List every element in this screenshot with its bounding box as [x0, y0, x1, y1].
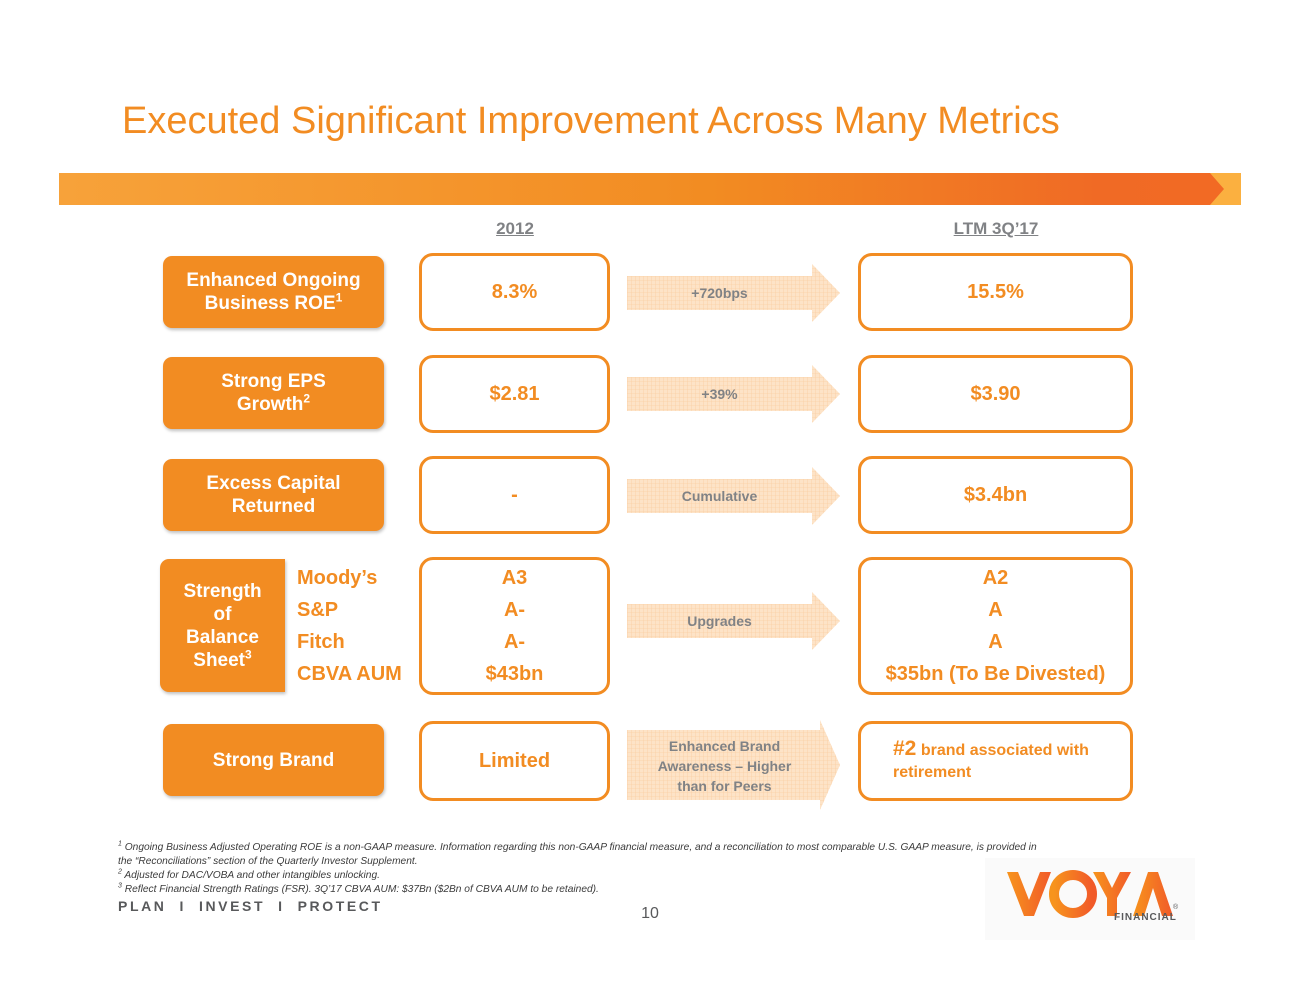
value-2012-roe: 8.3%	[419, 253, 610, 331]
value-2012-capital: -	[419, 456, 610, 534]
rating-agency-sp: S&P	[297, 599, 339, 621]
footnote-text: Adjusted for DAC/VOBA and other intangib…	[124, 870, 380, 881]
label-line: Enhanced Ongoing	[186, 270, 361, 291]
rating-agency-cbva: CBVA AUM	[297, 663, 402, 685]
label-line: Business ROE	[204, 293, 336, 314]
metric-label-brand: Strong Brand	[163, 724, 384, 796]
footnote-text: Reflect Financial Strength Ratings (FSR)…	[124, 884, 599, 895]
footnote-marker: 1	[335, 290, 343, 305]
value-2012-moodys: A3	[501, 567, 528, 589]
brand-rank: #2	[893, 737, 917, 760]
page-title: Executed Significant Improvement Across …	[122, 100, 1060, 142]
rating-agency-moodys: Moody’s	[297, 567, 378, 589]
page-number: 10	[641, 905, 659, 922]
brand-rank-text: brand associated with	[920, 742, 1089, 759]
value-ltm-moodys: A2	[982, 567, 1009, 589]
footnote-3: 3 Reflect Financial Strength Ratings (FS…	[118, 882, 599, 895]
arrow-label-line: than for Peers	[677, 778, 772, 794]
metric-label-capital: Excess Capital Returned	[163, 459, 384, 531]
value-2012-brand: Limited	[419, 721, 610, 801]
label-line: Excess Capital	[206, 473, 341, 494]
brand-rank-text-line2: retirement	[893, 764, 972, 781]
arrow-brand: Enhanced Brand Awareness – Higher than f…	[627, 720, 840, 810]
arrow-eps: +39%	[627, 365, 840, 423]
footnote-marker: 1	[118, 840, 122, 848]
value-2012-cbva: $43bn	[485, 663, 544, 685]
value-2012-fitch: A-	[503, 631, 526, 653]
header-band	[59, 173, 1241, 205]
value-ltm-brand: #2 brand associated with retirement	[858, 721, 1133, 801]
value-2012-balance-box	[419, 557, 610, 695]
footnote-marker: 2	[118, 868, 122, 876]
logo-registered: ®	[1173, 904, 1179, 911]
arrow-capital: Cumulative	[627, 467, 840, 525]
arrow-label: Upgrades	[687, 613, 752, 629]
value-ltm-capital: $3.4bn	[858, 456, 1133, 534]
label-line: Balance	[186, 626, 259, 648]
value-ltm-eps: $3.90	[858, 355, 1133, 433]
tagline: PLAN I INVEST I PROTECT	[118, 898, 383, 914]
arrow-label-line: Enhanced Brand	[668, 738, 781, 754]
band-chevron-accent	[1190, 173, 1241, 205]
value-2012-sp: A-	[503, 599, 526, 621]
value-2012-eps: $2.81	[419, 355, 610, 433]
column-header-ltm: LTM 3Q’17	[953, 219, 1039, 238]
value-ltm-fitch: A	[988, 631, 1003, 653]
arrow-label: +720bps	[691, 285, 748, 301]
arrow-roe: +720bps	[627, 264, 840, 322]
footnote-1-cont: the “Reconciliations” section of the Qua…	[118, 856, 418, 867]
metric-label-eps: Strong EPS Growth2	[163, 357, 384, 429]
footnote-marker: 3	[118, 882, 122, 890]
label-line: Returned	[231, 496, 316, 517]
footnote-marker: 2	[303, 391, 311, 406]
arrow-label-line: Awareness – Higher	[657, 758, 792, 774]
label-line: of	[213, 603, 232, 625]
footnote-text: Ongoing Business Adjusted Operating ROE …	[124, 842, 1037, 853]
voya-logo: FINANCIAL ®	[985, 858, 1195, 940]
arrow-label: Enhanced Brand Awareness – Higher than f…	[627, 736, 822, 796]
arrow-label: Cumulative	[681, 488, 758, 504]
footnote-1: 1 Ongoing Business Adjusted Operating RO…	[118, 840, 1037, 853]
rating-agency-fitch: Fitch	[297, 631, 345, 653]
footnote-marker: 3	[245, 647, 252, 662]
label-line: Growth	[236, 394, 304, 415]
metric-label-balance-sheet: Strength of Balance Sheet3	[160, 559, 285, 692]
value-ltm-roe: 15.5%	[858, 253, 1133, 331]
label-line: Strong EPS	[221, 371, 326, 392]
logo-subtitle: FINANCIAL	[1114, 912, 1177, 923]
footnote-2: 2 Adjusted for DAC/VOBA and other intang…	[118, 868, 380, 881]
metric-label-roe: Enhanced Ongoing Business ROE1	[163, 256, 384, 328]
label-line: Sheet	[193, 649, 246, 671]
label-line: Strength	[183, 580, 262, 602]
arrow-label: +39%	[701, 386, 738, 402]
value-ltm-sp: A	[988, 599, 1003, 621]
value-ltm-balance-box	[858, 557, 1133, 695]
value-ltm-cbva: $35bn (To Be Divested)	[885, 663, 1106, 685]
arrow-balance: Upgrades	[627, 592, 840, 650]
column-header-2012: 2012	[496, 219, 534, 238]
